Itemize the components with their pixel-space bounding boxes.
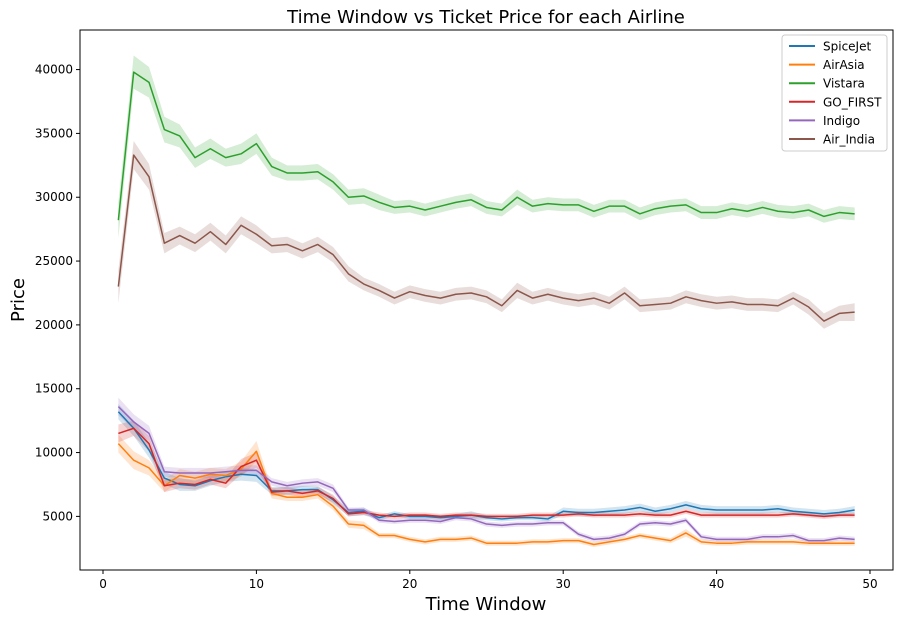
legend-label-indigo: Indigo	[823, 114, 860, 128]
legend: SpiceJet AirAsia Vistara GO_FIRST Indigo Air_…	[781, 34, 888, 152]
legend-label-spicejet: SpiceJet	[823, 40, 871, 54]
series-line-vistara	[117, 71, 855, 221]
series-line-go-first	[118, 427, 855, 518]
series-line-spicejet	[117, 411, 855, 520]
y-tick-label: 35000	[35, 126, 73, 140]
band-airasia	[118, 434, 855, 548]
y-tick-label: 15000	[35, 382, 73, 396]
y-tick-label: 30000	[35, 190, 73, 204]
band-go-first	[118, 420, 855, 519]
legend-items: SpiceJet AirAsia Vistara GO_FIRST Indigo Air_…	[789, 40, 882, 147]
y-axis-ticks: 5000 10000 15000 20000 25000 30000 35000 40000	[35, 63, 80, 523]
x-tick-label: 20	[402, 577, 417, 591]
series-line-indigo	[117, 406, 855, 542]
series-line-air-india	[117, 154, 855, 322]
legend-label-go-first: GO_FIRST	[823, 95, 882, 109]
x-tick-label: 40	[709, 577, 724, 591]
confidence-bands	[118, 55, 855, 548]
y-tick-label: 5000	[42, 509, 73, 523]
chart-title: Time Window vs Ticket Price for each Air…	[286, 7, 685, 28]
x-axis-ticks: 0 10 20 30 40 50	[99, 570, 878, 591]
series-lines	[117, 71, 855, 546]
y-tick-label: 20000	[35, 318, 73, 332]
x-tick-label: 10	[249, 577, 264, 591]
x-tick-label: 0	[99, 577, 107, 591]
plot-frame	[79, 29, 894, 571]
series-line-airasia	[117, 443, 855, 546]
y-tick-label: 40000	[35, 63, 73, 77]
y-tick-label: 25000	[35, 254, 73, 268]
y-axis-label: Price	[8, 278, 29, 322]
band-spicejet	[118, 404, 855, 522]
legend-label-air-india: Air_India	[823, 133, 875, 147]
band-vistara	[118, 55, 855, 239]
y-tick-label: 10000	[35, 446, 73, 460]
x-tick-label: 50	[862, 577, 877, 591]
x-tick-label: 30	[556, 577, 571, 591]
x-axis-label: Time Window	[425, 594, 547, 615]
legend-label-vistara: Vistara	[823, 77, 865, 91]
legend-label-airasia: AirAsia	[823, 58, 865, 72]
band-indigo	[118, 397, 855, 544]
band-air-india	[118, 141, 855, 329]
